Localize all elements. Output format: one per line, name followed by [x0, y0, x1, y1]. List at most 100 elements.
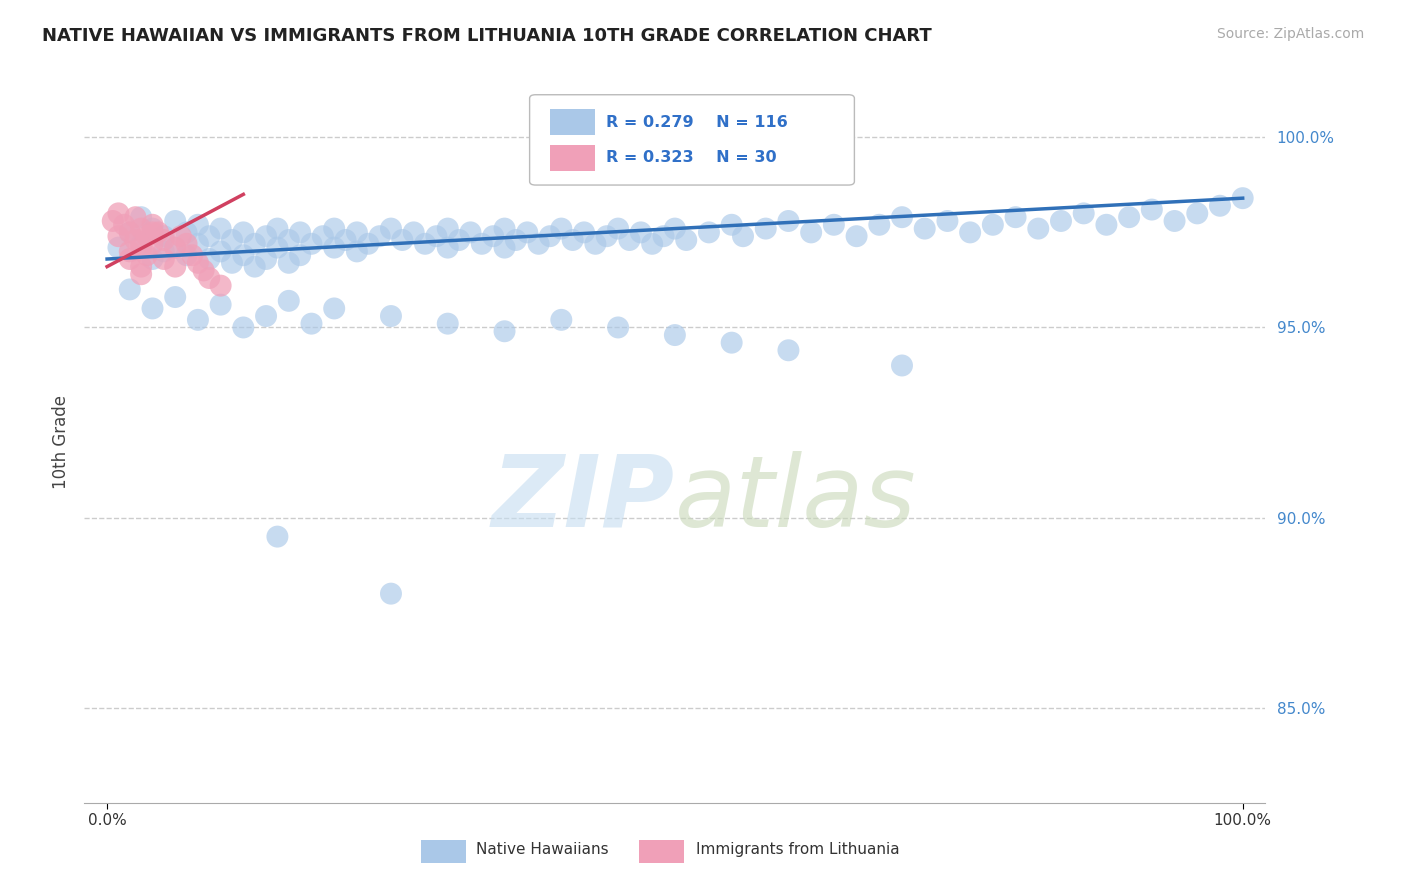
- Point: [198, 271, 221, 285]
- Bar: [640, 839, 685, 863]
- Point: [641, 236, 664, 251]
- Point: [1232, 191, 1254, 205]
- Point: [187, 313, 209, 327]
- Point: [118, 226, 141, 240]
- FancyBboxPatch shape: [530, 95, 855, 185]
- Point: [1095, 218, 1118, 232]
- Point: [1026, 221, 1049, 235]
- Point: [165, 214, 187, 228]
- Point: [380, 587, 402, 601]
- Point: [436, 317, 458, 331]
- Point: [243, 236, 266, 251]
- Point: [198, 229, 221, 244]
- Point: [731, 229, 754, 244]
- Point: [561, 233, 583, 247]
- Point: [494, 241, 516, 255]
- Point: [335, 233, 357, 247]
- Point: [135, 229, 157, 244]
- Bar: [420, 839, 465, 863]
- Point: [538, 229, 561, 244]
- Point: [118, 226, 141, 240]
- Point: [1140, 202, 1163, 217]
- Point: [1073, 206, 1095, 220]
- Text: R = 0.279    N = 116: R = 0.279 N = 116: [606, 115, 789, 129]
- Point: [129, 221, 152, 235]
- Point: [101, 214, 124, 228]
- Point: [778, 343, 800, 358]
- Point: [664, 221, 686, 235]
- Point: [176, 236, 198, 251]
- Point: [129, 241, 152, 255]
- Point: [413, 236, 436, 251]
- Point: [800, 226, 823, 240]
- Point: [527, 236, 550, 251]
- Point: [301, 317, 323, 331]
- Point: [720, 335, 742, 350]
- Point: [266, 221, 288, 235]
- Point: [232, 226, 254, 240]
- Point: [596, 229, 619, 244]
- Point: [607, 221, 630, 235]
- Point: [112, 218, 135, 232]
- Point: [209, 244, 232, 259]
- Point: [176, 248, 198, 262]
- Bar: [550, 109, 595, 136]
- Point: [148, 226, 170, 240]
- Point: [153, 233, 176, 247]
- Point: [1187, 206, 1209, 220]
- Point: [572, 226, 595, 240]
- Point: [170, 229, 193, 244]
- Point: [675, 233, 697, 247]
- Point: [153, 229, 176, 244]
- Point: [165, 260, 187, 274]
- Point: [891, 210, 914, 224]
- Point: [165, 290, 187, 304]
- Point: [778, 214, 800, 228]
- Point: [243, 260, 266, 274]
- Point: [436, 221, 458, 235]
- Point: [118, 282, 141, 296]
- Point: [141, 221, 163, 235]
- Point: [209, 221, 232, 235]
- Point: [209, 298, 232, 312]
- Point: [323, 301, 346, 316]
- Point: [129, 236, 152, 251]
- Point: [254, 309, 277, 323]
- Point: [346, 244, 368, 259]
- Point: [288, 248, 311, 262]
- Point: [323, 241, 346, 255]
- Point: [141, 236, 163, 251]
- Point: [193, 263, 215, 277]
- Point: [494, 221, 516, 235]
- Point: [720, 218, 742, 232]
- Point: [471, 236, 494, 251]
- Point: [107, 206, 129, 220]
- Point: [118, 252, 141, 266]
- Point: [107, 229, 129, 244]
- Point: [583, 236, 606, 251]
- Point: [550, 313, 572, 327]
- Point: [187, 256, 209, 270]
- Point: [187, 236, 209, 251]
- Point: [936, 214, 959, 228]
- Point: [346, 226, 368, 240]
- Point: [232, 320, 254, 334]
- Point: [232, 248, 254, 262]
- Point: [266, 241, 288, 255]
- Point: [1163, 214, 1185, 228]
- Point: [277, 256, 299, 270]
- Point: [664, 328, 686, 343]
- Point: [823, 218, 845, 232]
- Point: [516, 226, 538, 240]
- Point: [135, 248, 157, 262]
- Y-axis label: 10th Grade: 10th Grade: [52, 394, 70, 489]
- Point: [630, 226, 652, 240]
- Point: [107, 241, 129, 255]
- Point: [153, 244, 176, 259]
- Text: Source: ZipAtlas.com: Source: ZipAtlas.com: [1216, 27, 1364, 41]
- Point: [153, 252, 176, 266]
- Point: [176, 226, 198, 240]
- Point: [914, 221, 936, 235]
- Point: [221, 256, 243, 270]
- Point: [449, 233, 471, 247]
